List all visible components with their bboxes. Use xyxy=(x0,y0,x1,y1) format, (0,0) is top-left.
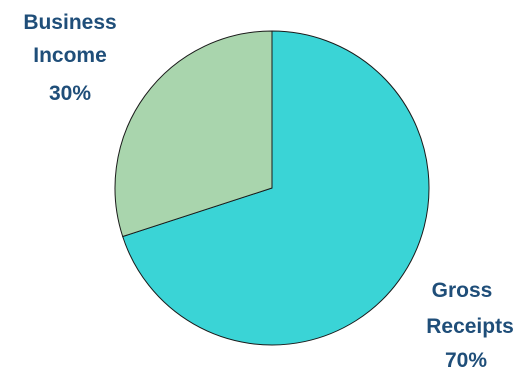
label-business-income: Business Income 30% xyxy=(23,11,116,105)
slice-label-line: Gross xyxy=(432,279,493,302)
label-gross-receipts: Gross Receipts 70% xyxy=(426,279,514,372)
pie-slices xyxy=(114,30,430,346)
pie-slice-gross-receipts xyxy=(122,30,430,346)
slice-percent-label: 70% xyxy=(445,349,487,372)
slice-label-line: Income xyxy=(33,44,107,67)
slice-label-line: Business xyxy=(23,11,116,34)
pie-slice-business-income xyxy=(114,30,273,238)
slice-percent-label: 30% xyxy=(49,82,91,105)
slice-label-line: Receipts xyxy=(426,315,514,338)
